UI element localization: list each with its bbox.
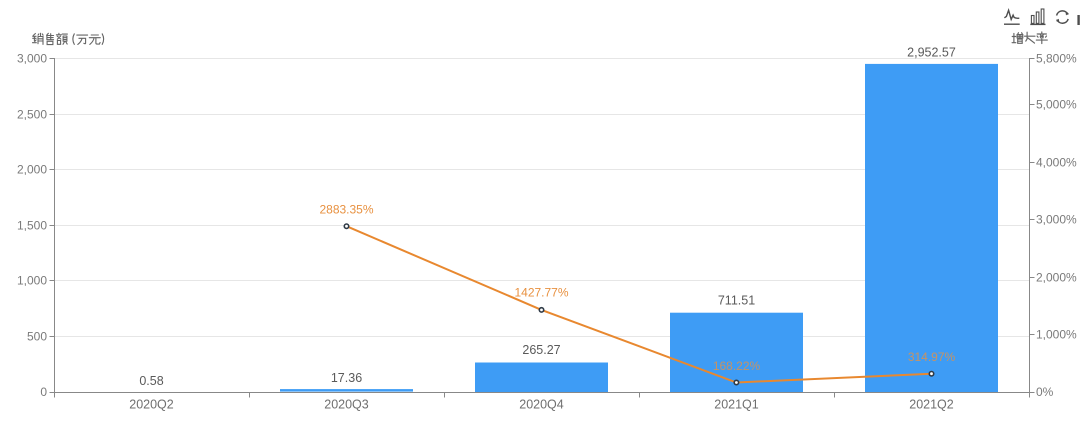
svg-text:5,800%: 5,800% — [1036, 52, 1077, 66]
svg-text:1,500: 1,500 — [17, 219, 47, 233]
svg-text:500: 500 — [27, 330, 47, 344]
svg-text:3,000: 3,000 — [17, 52, 47, 66]
svg-text:0: 0 — [40, 385, 47, 399]
svg-text:0%: 0% — [1036, 385, 1054, 399]
svg-text:1427.77%: 1427.77% — [514, 286, 568, 300]
svg-text:2,000: 2,000 — [17, 163, 47, 177]
svg-text:1,000: 1,000 — [17, 274, 47, 288]
svg-text:2020Q3: 2020Q3 — [324, 397, 369, 411]
svg-text:5,000%: 5,000% — [1036, 98, 1077, 112]
svg-text:2020Q4: 2020Q4 — [519, 397, 564, 411]
svg-text:168.22%: 168.22% — [713, 359, 761, 373]
svg-text:17.36: 17.36 — [331, 371, 362, 385]
svg-text:711.51: 711.51 — [718, 294, 755, 308]
svg-text:2021Q2: 2021Q2 — [909, 397, 954, 411]
svg-text:2020Q2: 2020Q2 — [129, 397, 174, 411]
svg-text:2,952.57: 2,952.57 — [907, 46, 956, 60]
svg-text:2,000%: 2,000% — [1036, 271, 1077, 285]
svg-text:2021Q1: 2021Q1 — [714, 397, 759, 411]
svg-text:0.58: 0.58 — [139, 374, 163, 388]
svg-text:2883.35%: 2883.35% — [319, 203, 373, 217]
svg-text:1,000%: 1,000% — [1036, 328, 1077, 342]
svg-text:314.97%: 314.97% — [908, 350, 956, 364]
svg-text:265.27: 265.27 — [522, 343, 560, 357]
svg-text:4,000%: 4,000% — [1036, 156, 1077, 170]
svg-text:3,000%: 3,000% — [1036, 213, 1077, 227]
svg-text:2,500: 2,500 — [17, 108, 47, 122]
